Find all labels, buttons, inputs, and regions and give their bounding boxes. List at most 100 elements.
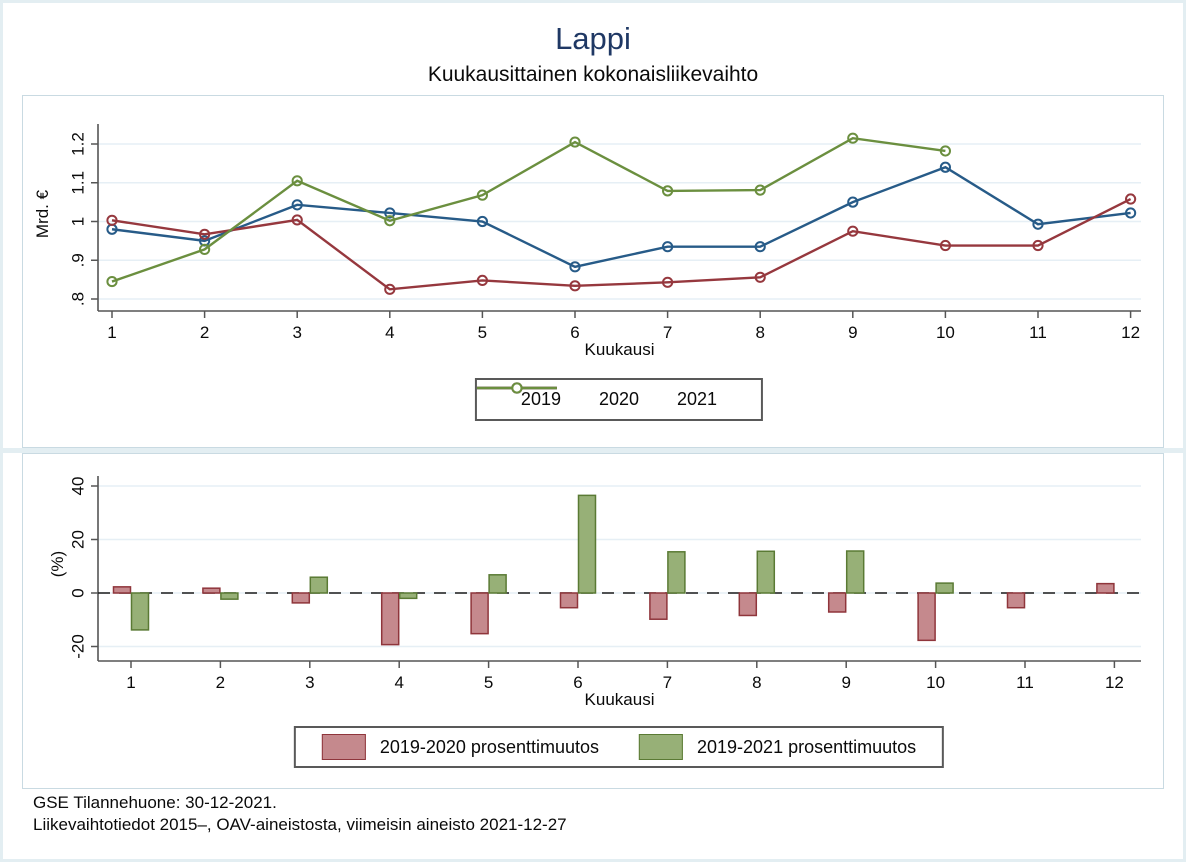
y-tick-label: 1.1: [69, 171, 88, 195]
data-point: [939, 239, 952, 252]
bar-2019-2021 prosenttimuutos: [667, 551, 686, 594]
data-point: [569, 136, 581, 148]
y-tick-label: -20: [69, 634, 88, 659]
data-point: [662, 185, 674, 197]
legend-bars: 2019-2020 prosenttimuutos 2019-2021 pros…: [293, 726, 945, 768]
data-point: [754, 241, 766, 253]
data-point: [106, 214, 118, 226]
bar-2019-2020 prosenttimuutos: [559, 592, 579, 609]
x-tick-label: 5: [484, 673, 493, 692]
x-tick-label: 12: [1105, 673, 1124, 692]
legend-entry-pct-2020: 2019-2020 prosenttimuutos: [321, 734, 599, 760]
x-tick-label: 1: [107, 323, 116, 342]
bar-2019-2020 prosenttimuutos: [380, 592, 400, 646]
y-tick-label: 40: [69, 477, 88, 496]
y-tick-label: 20: [69, 530, 88, 549]
y-tick-label: .9: [69, 253, 88, 267]
bar-2019-2021 prosenttimuutos: [309, 576, 329, 594]
footer-line-2: Liikevaihtotiedot 2015–, OAV-aineistosta…: [33, 815, 567, 834]
data-point: [754, 184, 766, 196]
data-point: [1125, 207, 1137, 219]
x-tick-label: 9: [841, 673, 850, 692]
bar-2019-2020 prosenttimuutos: [291, 592, 311, 604]
data-point: [291, 175, 303, 187]
legend-label-2019: 2019: [520, 389, 561, 409]
data-point: [384, 207, 396, 219]
data-point: [1125, 193, 1137, 205]
x-tick-label: 10: [926, 673, 945, 692]
x-tick-label: 6: [573, 673, 582, 692]
bar-2019-2020 prosenttimuutos: [827, 592, 847, 613]
bar-2019-2021 prosenttimuutos: [488, 574, 507, 594]
x-tick-label: 8: [755, 323, 764, 342]
legend-label-2020: 2020: [598, 389, 640, 409]
data-point: [476, 189, 488, 201]
legend-label-pct-2021: 2019-2021 prosenttimuutos: [697, 736, 917, 757]
bar-2019-2021 prosenttimuutos: [845, 550, 865, 594]
y-axis-title-bottom: (%): [48, 550, 68, 578]
data-point: [569, 280, 581, 292]
x-axis-title-bottom: Kuukausi: [584, 690, 655, 709]
bar-2019-2021 prosenttimuutos: [756, 550, 776, 594]
footer-line-1: GSE Tilannehuone: 30-12-2021.: [33, 793, 277, 812]
data-point: [199, 228, 211, 240]
bar-2019-2020 prosenttimuutos: [917, 592, 936, 642]
y-tick-label: .8: [69, 292, 88, 306]
x-tick-label: 2: [200, 323, 209, 342]
data-point: [569, 261, 581, 273]
chart-subtitle: Kuukausittainen kokonaisliikevaihto: [427, 63, 759, 86]
y-tick-label: 0: [69, 588, 88, 597]
bar-swatch-2019-2020: [321, 734, 366, 760]
bar-2019-2020 prosenttimuutos: [112, 586, 132, 594]
x-tick-label: 4: [394, 673, 403, 692]
data-point: [106, 275, 118, 288]
bar-2019-2021 prosenttimuutos: [130, 592, 150, 631]
data-point: [291, 199, 303, 211]
chart-title: Lappi: [555, 21, 631, 56]
x-tick-label: 10: [936, 323, 955, 342]
line-marker-sample-2021: [476, 382, 557, 394]
data-point: [754, 271, 766, 283]
x-tick-label: 2: [216, 673, 225, 692]
series-line-2021: [111, 136, 946, 283]
data-point: [1032, 218, 1044, 230]
data-point: [476, 274, 488, 286]
y-tick-label: 1: [69, 217, 88, 226]
bar-2019-2021 prosenttimuutos: [220, 592, 239, 600]
bar-swatch-2019-2021: [639, 734, 683, 760]
legend-label-2021: 2021: [677, 389, 718, 409]
x-tick-label: 6: [570, 323, 579, 342]
series-line-2019: [111, 165, 1131, 269]
legend-entry-2020: 2020: [476, 382, 640, 410]
bar-2019-2021 prosenttimuutos: [935, 582, 954, 594]
source-note: GSE Tilannehuone: 30-12-2021. Liikevaiht…: [33, 792, 567, 836]
line-chart-svg: .8.911.11.21 2 3 4 5 6 7 8 9 10 11 12: [69, 124, 1141, 342]
data-point: [1032, 239, 1044, 252]
legend-lines: 2019 2020 2021: [474, 378, 764, 421]
x-tick-label: 1: [126, 673, 135, 692]
x-axis-title-top: Kuukausi: [584, 340, 655, 359]
bar-2019-2020 prosenttimuutos: [1096, 582, 1115, 594]
legend-label-pct-2020: 2019-2020 prosenttimuutos: [379, 736, 599, 757]
panel-divider: [3, 448, 1183, 453]
bar-2019-2020 prosenttimuutos: [738, 592, 758, 617]
x-tick-label: 4: [385, 323, 394, 342]
data-point: [384, 215, 396, 227]
x-tick-label: 7: [663, 323, 672, 342]
x-tick-label: 9: [848, 323, 857, 342]
y-axis-title-top: Mrd. €: [33, 189, 53, 239]
bar-2019-2021 prosenttimuutos: [577, 494, 597, 594]
bar-2019-2020 prosenttimuutos: [1006, 592, 1026, 609]
data-point: [939, 161, 952, 173]
data-point: [662, 276, 674, 288]
x-tick-label: 5: [478, 323, 487, 342]
legend-entry-2021: 2021: [476, 382, 718, 410]
data-point: [199, 243, 211, 255]
bar-chart-panel: -20 0 20 40 1 2 3 4 5 6 7 8 9 10 11 12 (%) Kuukausi 201…: [22, 453, 1164, 789]
x-tick-label: 11: [1016, 673, 1034, 692]
data-point: [476, 215, 488, 228]
data-point: [847, 225, 859, 237]
data-point: [847, 132, 859, 144]
